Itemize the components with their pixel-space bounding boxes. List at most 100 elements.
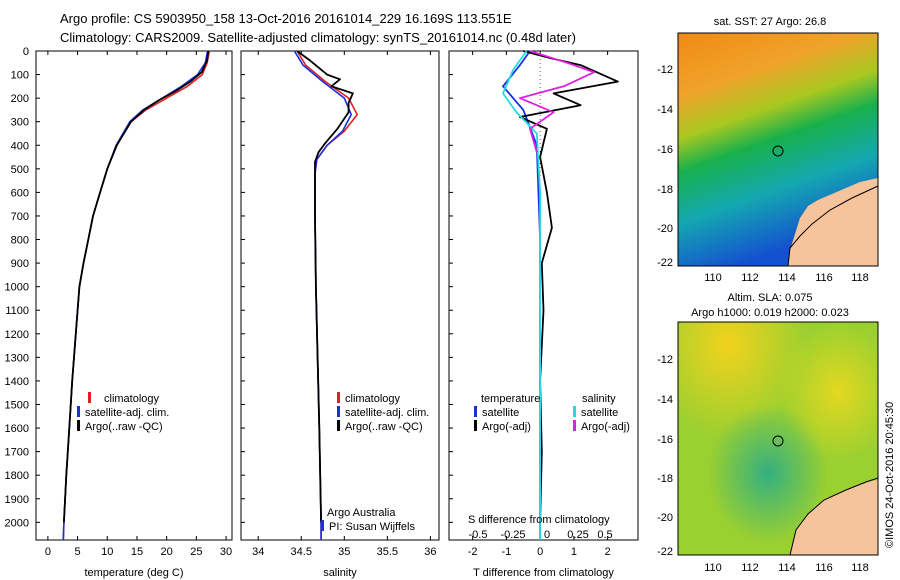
satellite-line bbox=[62, 50, 209, 541]
legend-swatch-satellite bbox=[77, 406, 80, 417]
annotation-marker bbox=[321, 520, 324, 531]
y-tick-label: 1000 bbox=[5, 282, 29, 294]
x-tick-label: 0 bbox=[537, 546, 543, 558]
y-tick-label: 400 bbox=[11, 140, 29, 152]
map-lat-tick: -22 bbox=[657, 257, 673, 269]
sla-map-frame bbox=[677, 321, 879, 556]
argo-line bbox=[63, 50, 210, 523]
map-lat-tick: -12 bbox=[657, 354, 673, 366]
sal-argo-line bbox=[519, 50, 595, 153]
sla-map: Altim. SLA: 0.075 Argo h1000: 0.019 h200… bbox=[657, 292, 879, 574]
x-tick-label: 20 bbox=[161, 546, 173, 558]
x-tick-label: 15 bbox=[131, 546, 143, 558]
plot-frame bbox=[35, 50, 233, 541]
legend-label-climatology: climatology bbox=[104, 393, 160, 405]
map-lon-tick: 118 bbox=[851, 272, 869, 284]
sla-map-title-line1: Altim. SLA: 0.075 bbox=[728, 292, 813, 304]
sal-satellite-line bbox=[502, 50, 541, 540]
legend-label-satellite: satellite-adj. clim. bbox=[345, 407, 429, 419]
map-lon-tick: 112 bbox=[741, 272, 759, 284]
x-tick-label: 34 bbox=[252, 546, 264, 558]
legend-title-temperature: temperature bbox=[481, 393, 540, 405]
x-tick-label: 35.5 bbox=[377, 546, 398, 558]
map-lat-tick: -18 bbox=[657, 473, 673, 485]
y-tick-label: 1300 bbox=[5, 352, 29, 364]
salinity-difference-axis-label: S difference from climatology bbox=[468, 514, 610, 526]
y-tick-label: 0 bbox=[23, 46, 29, 58]
map-lon-tick: 112 bbox=[741, 562, 759, 574]
legend-label-temp-argo: Argo(-adj) bbox=[482, 421, 531, 433]
map-lat-tick: -14 bbox=[657, 104, 673, 116]
annotation-pi: PI: Susan Wijffels bbox=[329, 521, 415, 533]
y-tick-label: 300 bbox=[11, 117, 29, 129]
legend-label-argo: Argo(..raw -QC) bbox=[345, 421, 423, 433]
temperature-legend: climatology satellite-adj. clim. Argo(..… bbox=[77, 392, 169, 433]
map-lon-tick: 118 bbox=[851, 562, 869, 574]
map-lat-tick: -16 bbox=[657, 434, 673, 446]
x-tick-label: 1 bbox=[571, 546, 577, 558]
legend-label-sal-argo: Argo(-adj) bbox=[581, 421, 630, 433]
temp-argo-line bbox=[519, 50, 619, 523]
credit-text: ©IMOS 24-Oct-2016 20:45:30 bbox=[884, 402, 896, 548]
map-lon-tick: 110 bbox=[704, 272, 722, 284]
salinity-profile-panel: 34 34.5 35 35.5 36 salinity bbox=[240, 50, 440, 579]
y-tick-label: 500 bbox=[11, 164, 29, 176]
difference-legend: temperature satellite Argo(-adj) salinit… bbox=[468, 393, 630, 541]
x-tick-label: 2 bbox=[605, 546, 611, 558]
legend-label-argo: Argo(..raw -QC) bbox=[85, 421, 163, 433]
map-lon-tick: 116 bbox=[815, 562, 833, 574]
salinity-tick-label: 0 bbox=[544, 529, 550, 541]
legend-label-climatology: climatology bbox=[345, 393, 401, 405]
y-tick-label: 600 bbox=[11, 187, 29, 199]
coastline bbox=[787, 185, 879, 267]
argo-line bbox=[296, 50, 354, 523]
legend-swatch-sal-satellite bbox=[573, 406, 576, 417]
salinity-legend: climatology satellite-adj. clim. Argo(..… bbox=[321, 392, 429, 533]
x-tick-label: 25 bbox=[190, 546, 202, 558]
map-lat-tick: -14 bbox=[657, 394, 673, 406]
x-axis-label: temperature (deg C) bbox=[84, 567, 183, 579]
map-lon-tick: 114 bbox=[778, 562, 796, 574]
legend-swatch-climatology bbox=[337, 392, 340, 403]
salinity-tick-label: -0.5 bbox=[469, 529, 488, 541]
y-tick-label: 1500 bbox=[5, 399, 29, 411]
y-tick-label: 800 bbox=[11, 235, 29, 247]
y-tick-label: 1900 bbox=[5, 494, 29, 506]
y-tick-label: 2000 bbox=[5, 517, 29, 529]
x-tick-label: -1 bbox=[501, 546, 511, 558]
argo-location-marker bbox=[772, 435, 784, 447]
legend-swatch-climatology bbox=[88, 392, 91, 403]
plot-frame bbox=[448, 50, 639, 541]
legend-label-temp-satellite: satellite bbox=[482, 407, 519, 419]
sst-map-frame bbox=[677, 32, 879, 267]
satellite-line bbox=[293, 50, 353, 540]
sst-map: sat. SST: 27 Argo: 26.8 -12 -14 -16 -18 … bbox=[657, 16, 879, 284]
legend-swatch-temp-argo bbox=[474, 420, 477, 431]
y-tick-label: 1200 bbox=[5, 329, 29, 341]
legend-swatch-argo bbox=[337, 420, 340, 431]
y-tick-label: 200 bbox=[11, 93, 29, 105]
map-lon-tick: 114 bbox=[778, 272, 796, 284]
y-tick-label: 700 bbox=[11, 211, 29, 223]
legend-label-sal-satellite: satellite bbox=[581, 407, 618, 419]
sst-map-title: sat. SST: 27 Argo: 26.8 bbox=[714, 16, 827, 28]
x-tick-label: 36 bbox=[424, 546, 436, 558]
y-tick-label: 1600 bbox=[5, 423, 29, 435]
legend-label-satellite: satellite-adj. clim. bbox=[85, 407, 169, 419]
x-tick-label: -2 bbox=[468, 546, 478, 558]
climatology-line bbox=[62, 50, 211, 541]
y-tick-label: 1100 bbox=[5, 305, 29, 317]
legend-title-salinity: salinity bbox=[582, 393, 616, 405]
sla-map-title-line2: Argo h1000: 0.019 h2000: 0.023 bbox=[691, 307, 849, 319]
y-tick-label: 1800 bbox=[5, 470, 29, 482]
map-lon-tick: 110 bbox=[704, 562, 722, 574]
temperature-profile-panel: 0 5 10 15 20 25 300100200300400500600700800900… bbox=[5, 46, 233, 579]
difference-profile-panel: -2 -1 0 1 2 T difference from climatology bbox=[448, 50, 639, 579]
x-axis-label: T difference from climatology bbox=[473, 567, 614, 579]
map-lat-tick: -12 bbox=[657, 64, 673, 76]
y-tick-label: 1400 bbox=[5, 376, 29, 388]
salinity-tick-label: -0.25 bbox=[500, 529, 525, 541]
salinity-tick-label: 0.25 bbox=[567, 529, 588, 541]
figure-title-line2: Climatology: CARS2009. Satellite-adjuste… bbox=[60, 30, 576, 45]
